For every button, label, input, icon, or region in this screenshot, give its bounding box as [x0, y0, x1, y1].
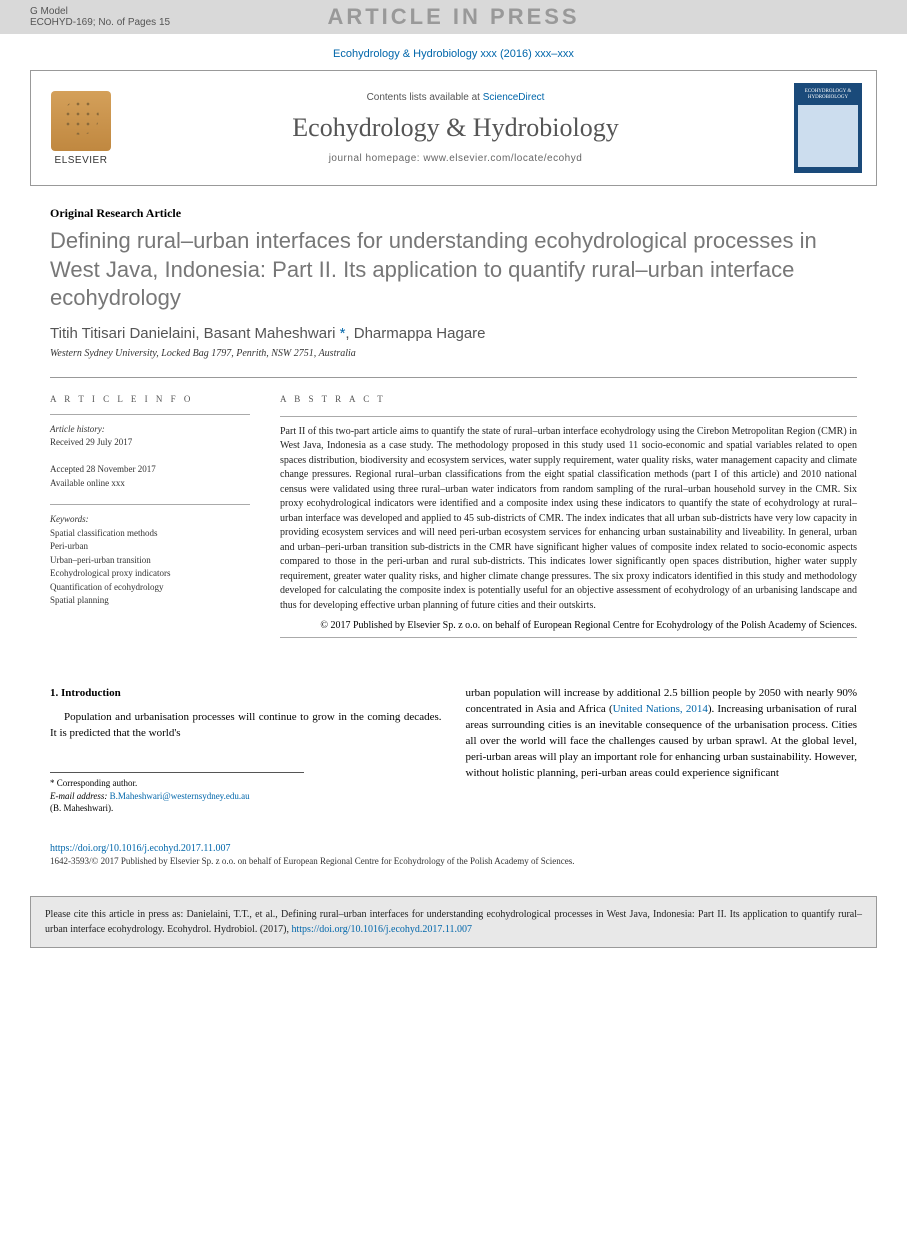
corresponding-author-block: * Corresponding author. E-mail address: …	[50, 772, 304, 815]
history-label: Article history:	[50, 423, 250, 437]
email-label: E-mail address:	[50, 791, 110, 801]
contents-line: Contents lists available at ScienceDirec…	[131, 92, 780, 103]
thin-divider	[280, 416, 857, 417]
body-two-column: 1. Introduction Population and urbanisat…	[50, 686, 857, 815]
citation-link[interactable]: United Nations, 2014	[613, 703, 708, 715]
info-abstract-row: A R T I C L E I N F O Article history: R…	[50, 394, 857, 647]
abstract-column: A B S T R A C T Part II of this two-part…	[280, 394, 857, 647]
keywords-block: Keywords: Spatial classification methods…	[50, 513, 250, 618]
journal-reference-line: Ecohydrology & Hydrobiology xxx (2016) x…	[0, 34, 907, 70]
journal-header-panel: ELSEVIER Contents lists available at Sci…	[30, 70, 877, 186]
article-type: Original Research Article	[50, 206, 857, 227]
article-info-column: A R T I C L E I N F O Article history: R…	[50, 394, 250, 647]
cite-doi-link[interactable]: https://doi.org/10.1016/j.ecohyd.2017.11…	[292, 924, 473, 935]
thin-divider	[50, 504, 250, 505]
footer-block: https://doi.org/10.1016/j.ecohyd.2017.11…	[0, 825, 907, 872]
abstract-text: Part II of this two-part article aims to…	[280, 425, 857, 614]
journal-title: Ecohydrology & Hydrobiology	[131, 103, 780, 153]
abstract-copyright: © 2017 Published by Elsevier Sp. z o.o. …	[280, 613, 857, 633]
doi-link[interactable]: https://doi.org/10.1016/j.ecohyd.2017.11…	[50, 843, 857, 854]
cover-image-placeholder	[798, 105, 858, 167]
cite-this-article-box: Please cite this article in press as: Da…	[30, 896, 877, 948]
keywords-label: Keywords:	[50, 513, 250, 527]
authors-names: Titih Titisari Danielaini, Basant Mahesh…	[50, 325, 335, 342]
journal-cover-thumbnail: ECOHYDROLOGY & HYDROBIOLOGY	[794, 83, 862, 173]
body-col-right: urban population will increase by additi…	[466, 686, 858, 815]
corr-name: (B. Maheshwari).	[50, 802, 304, 815]
keyword: Ecohydrological proxy indicators	[50, 567, 250, 581]
elsevier-text: ELSEVIER	[55, 155, 108, 166]
available-online: Available online xxx	[50, 477, 250, 491]
journal-homepage: journal homepage: www.elsevier.com/locat…	[131, 153, 780, 164]
affiliation: Western Sydney University, Locked Bag 17…	[50, 348, 857, 367]
authors-line: Titih Titisari Danielaini, Basant Mahesh…	[50, 325, 857, 348]
keyword: Urban–peri-urban transition	[50, 554, 250, 568]
elsevier-logo: ELSEVIER	[45, 84, 117, 172]
contents-prefix: Contents lists available at	[367, 92, 483, 103]
article-title: Defining rural–urban interfaces for unde…	[50, 227, 857, 325]
history-block: Article history: Received 29 July 2017 A…	[50, 423, 250, 501]
intro-heading: 1. Introduction	[50, 686, 442, 710]
keyword: Spatial classification methods	[50, 527, 250, 541]
col2-paragraph: urban population will increase by additi…	[466, 686, 858, 782]
email-link[interactable]: B.Maheshwari@westernsydney.edu.au	[110, 791, 250, 801]
corr-label: * Corresponding author.	[50, 777, 304, 790]
info-heading: A R T I C L E I N F O	[50, 394, 250, 410]
divider	[50, 377, 857, 378]
model-code: ECOHYD-169; No. of Pages 15	[30, 17, 170, 28]
cover-title: ECOHYDROLOGY & HYDROBIOLOGY	[798, 89, 858, 101]
intro-paragraph: Population and urbanisation processes wi…	[50, 710, 442, 742]
accepted-date: Accepted 28 November 2017	[50, 463, 250, 477]
proof-header-bar: G Model ECOHYD-169; No. of Pages 15 ARTI…	[0, 0, 907, 34]
corr-email-line: E-mail address: B.Maheshwari@westernsydn…	[50, 790, 304, 803]
received-date: Received 29 July 2017	[50, 436, 250, 450]
model-info: G Model ECOHYD-169; No. of Pages 15	[30, 6, 170, 28]
article-in-press-label: ARTICLE IN PRESS	[327, 4, 579, 30]
abstract-heading: A B S T R A C T	[280, 394, 857, 412]
thin-divider	[280, 637, 857, 638]
keyword: Peri-urban	[50, 540, 250, 554]
main-content: Original Research Article Defining rural…	[0, 186, 907, 825]
publisher-line: 1642-3593/© 2017 Published by Elsevier S…	[50, 854, 857, 866]
header-center: Contents lists available at ScienceDirec…	[131, 92, 780, 164]
g-model: G Model	[30, 6, 170, 17]
thin-divider	[50, 414, 250, 415]
body-col-left: 1. Introduction Population and urbanisat…	[50, 686, 442, 815]
sciencedirect-link[interactable]: ScienceDirect	[483, 92, 545, 103]
keyword: Spatial planning	[50, 594, 250, 608]
elsevier-tree-icon	[51, 91, 111, 151]
authors-tail: , Dharmappa Hagare	[345, 325, 485, 342]
keyword: Quantification of ecohydrology	[50, 581, 250, 595]
